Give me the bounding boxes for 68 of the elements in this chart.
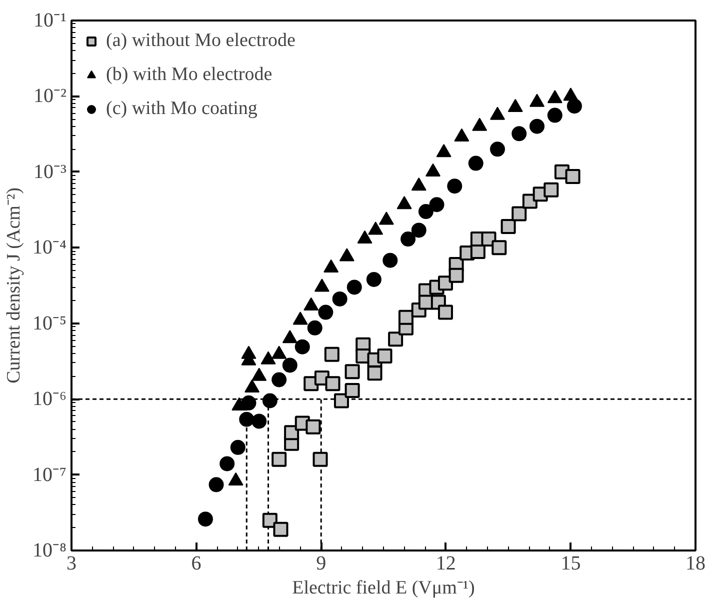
point [468, 156, 484, 171]
point [418, 204, 434, 220]
point [307, 320, 322, 336]
point [312, 452, 328, 467]
y-tick-label: 10⁻¹ [34, 10, 67, 32]
x-tick-label: 12 [436, 552, 456, 574]
point [429, 197, 444, 212]
point [325, 376, 340, 392]
point [438, 304, 453, 320]
x-tick-label: 9 [316, 552, 326, 574]
point [530, 118, 545, 134]
point [547, 108, 562, 123]
point [400, 232, 416, 246]
x-tick-label: 3 [66, 552, 76, 574]
point [398, 310, 414, 325]
point [198, 512, 213, 527]
point [332, 291, 348, 306]
y-tick-label: 10⁻⁵ [32, 312, 67, 334]
point [447, 178, 462, 194]
point [262, 393, 278, 408]
point [492, 240, 507, 256]
y-tick-label: 10⁻³ [34, 160, 67, 183]
x-axis-title: Electric field E (Vμm⁻¹) [292, 578, 475, 598]
point [344, 364, 360, 380]
point [411, 222, 426, 238]
point [272, 452, 287, 467]
y-axis-title: Current density J (Acm⁻²) [4, 188, 25, 384]
point [294, 339, 310, 354]
legend-label: (a) without Mo electrode [106, 30, 296, 52]
point [272, 372, 287, 388]
point [566, 98, 582, 114]
y-tick-label: 10⁻⁷ [32, 464, 67, 486]
y-tick-label: 10⁻⁸ [32, 540, 67, 562]
point [366, 272, 382, 287]
point [344, 382, 360, 398]
legend-label: (c) with Mo coating [106, 98, 258, 120]
point [367, 366, 382, 381]
point [448, 268, 464, 283]
point [252, 414, 267, 429]
x-tick-label: 6 [191, 552, 202, 574]
point [490, 142, 505, 157]
y-tick-label: 10⁻² [34, 85, 67, 108]
point [388, 332, 404, 347]
point [220, 456, 235, 472]
point [512, 126, 527, 142]
point [230, 440, 246, 455]
legend-label: (b) with Mo electrode [106, 64, 272, 86]
point [544, 182, 559, 198]
point [565, 169, 580, 184]
point [500, 219, 516, 234]
point [382, 252, 398, 268]
point [346, 280, 362, 295]
point [512, 206, 527, 222]
point [306, 419, 321, 434]
point [273, 522, 288, 537]
point [284, 425, 300, 440]
y-tick-label: 10⁻⁴ [32, 236, 67, 259]
point [208, 477, 224, 492]
point [324, 346, 340, 362]
x-tick-label: 18 [686, 552, 706, 574]
point [239, 412, 254, 427]
point [318, 304, 334, 320]
y-tick-label: 10⁻⁶ [32, 388, 67, 410]
point [334, 393, 349, 408]
x-tick-label: 15 [560, 552, 581, 574]
point [377, 348, 392, 364]
point [241, 395, 256, 410]
point [282, 358, 298, 373]
